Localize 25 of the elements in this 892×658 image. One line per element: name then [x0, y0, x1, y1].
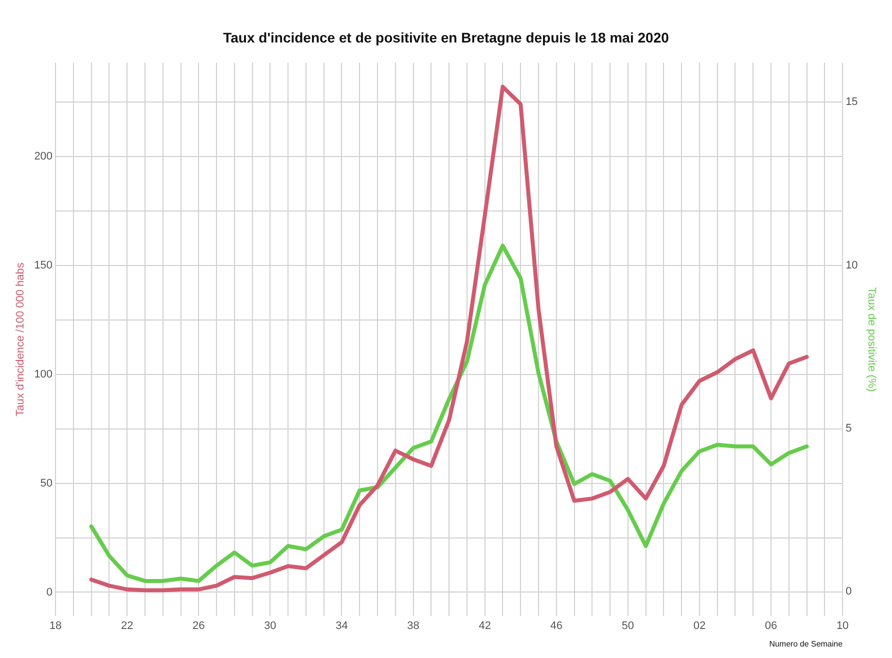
x-tick-label: 38: [407, 620, 420, 632]
x-tick-label: 34: [336, 620, 348, 632]
y-tick-label: 200: [34, 150, 53, 163]
y-tick-label: 50: [40, 477, 53, 490]
x-tick-label: 26: [192, 620, 205, 632]
y2-tick-label: 5: [846, 422, 852, 434]
y2-tick-label: 10: [846, 259, 858, 272]
y2-axis-title: Taux de positivite (%): [865, 287, 878, 392]
y2-tick-label: 15: [846, 96, 858, 108]
y-axis-title: Taux d'incidence /100 000 habs: [14, 262, 27, 416]
x-tick-label: 06: [764, 620, 778, 632]
x-tick-label: 46: [550, 620, 563, 632]
chart-title: Taux d'incidence et de positivite en Bretagne depuis le 18 mai 2020: [223, 29, 670, 46]
x-tick-label: 02: [693, 620, 706, 632]
y-tick-label: 150: [34, 259, 53, 272]
x-tick-label: 18: [49, 620, 62, 632]
x-axis-title: Numero de Semaine: [769, 639, 844, 648]
x-tick-label: 30: [264, 620, 276, 632]
x-tick-label: 42: [478, 620, 491, 632]
y-tick-label: 100: [34, 368, 53, 380]
x-tick-label: 50: [622, 620, 634, 632]
x-tick-label: 10: [836, 620, 849, 632]
y-tick-label: 0: [46, 586, 53, 598]
y2-tick-label: 0: [846, 586, 852, 598]
x-tick-label: 22: [120, 620, 134, 632]
